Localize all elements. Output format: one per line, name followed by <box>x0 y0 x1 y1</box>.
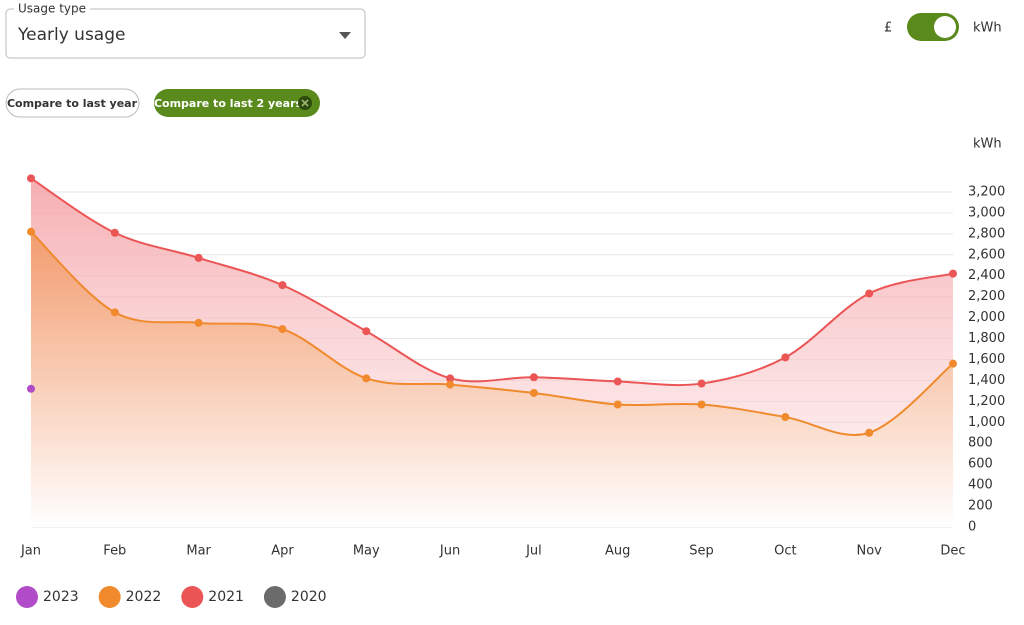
line <box>30 177 954 387</box>
y-tick-label: 1,600 <box>968 352 1005 367</box>
select-value: Yearly usage <box>17 25 125 45</box>
chip-active[interactable] <box>154 89 320 117</box>
point <box>781 353 790 362</box>
legend-label: 2020 <box>291 589 327 605</box>
y-tick-label: 3,000 <box>968 205 1005 220</box>
x-tick-label: Jan <box>20 544 41 559</box>
y-tick-label: 800 <box>968 436 993 451</box>
point <box>949 269 957 278</box>
point <box>446 380 455 389</box>
x-tick-label: Jun <box>439 544 460 559</box>
x-tick-label: Apr <box>271 544 294 559</box>
y-tick-label: 1,200 <box>968 394 1005 409</box>
point <box>865 428 874 437</box>
point <box>865 289 874 298</box>
x-tick-label: Mar <box>186 544 211 559</box>
toggle-right: kWh <box>973 21 1002 36</box>
line <box>30 231 954 437</box>
point <box>110 228 119 237</box>
y-tick-label: 2,000 <box>968 310 1005 325</box>
y-tick-label: 2,400 <box>968 268 1005 283</box>
y-tick-label: 200 <box>968 499 993 514</box>
x-tick-label: Feb <box>103 544 126 559</box>
point <box>697 379 706 388</box>
chip-close-x <box>301 99 309 107</box>
y-tick-label: 3,200 <box>968 184 1005 199</box>
point <box>27 174 35 183</box>
toggle-left: £ <box>884 21 892 36</box>
y-tick-label: 2,600 <box>968 247 1005 262</box>
x-tick-label: Oct <box>774 544 796 559</box>
point <box>110 308 119 317</box>
y-tick-label: 400 <box>968 478 993 493</box>
area <box>31 231 953 527</box>
y-tick-label: 600 <box>968 457 993 472</box>
select-box[interactable] <box>5 8 366 59</box>
point <box>278 281 287 290</box>
point <box>949 359 957 368</box>
point <box>362 327 371 336</box>
chip[interactable] <box>5 88 140 118</box>
point <box>446 374 455 383</box>
y-tick-label: 1,800 <box>968 331 1005 346</box>
x-tick-label: Dec <box>940 544 965 559</box>
y-tick-label: 1,400 <box>968 373 1005 388</box>
point <box>278 325 287 334</box>
x-tick-label: May <box>353 544 380 559</box>
toggle-knob <box>934 16 956 38</box>
point <box>529 373 538 382</box>
point <box>613 377 622 386</box>
x-tick-label: Sep <box>689 544 714 559</box>
point <box>27 227 35 236</box>
y-tick-label: 1,000 <box>968 415 1005 430</box>
x-tick-label: Aug <box>605 544 630 559</box>
y-tick-label: 2,800 <box>968 226 1005 241</box>
chip-label: Compare to last 2 years <box>154 97 303 110</box>
point <box>27 384 35 393</box>
x-tick-label: Nov <box>856 544 882 559</box>
point <box>697 400 706 409</box>
legend-label: 2021 <box>208 589 244 605</box>
y-tick-label: 0 <box>968 520 976 535</box>
chip-label: Compare to last year <box>7 97 138 110</box>
y-unit: kWh <box>973 137 1002 152</box>
y-tick-label: 2,200 <box>968 289 1005 304</box>
legend-swatch <box>16 586 38 608</box>
select-label: Usage type <box>18 2 86 16</box>
legend-swatch <box>98 586 121 608</box>
label-bg <box>14 2 90 16</box>
point <box>194 253 203 262</box>
legend-swatch <box>181 586 204 608</box>
usage-select[interactable]: Usage type Yearly usage <box>5 2 366 59</box>
point <box>613 400 622 409</box>
x-tick-label: Jul <box>525 544 542 559</box>
legend-label: 2022 <box>126 589 162 605</box>
dropdown-arrow <box>339 32 351 39</box>
point <box>362 374 371 383</box>
point <box>781 413 790 422</box>
legend-label: 2023 <box>43 589 79 605</box>
point <box>194 318 203 327</box>
point <box>529 388 538 397</box>
legend-swatch <box>263 586 286 608</box>
